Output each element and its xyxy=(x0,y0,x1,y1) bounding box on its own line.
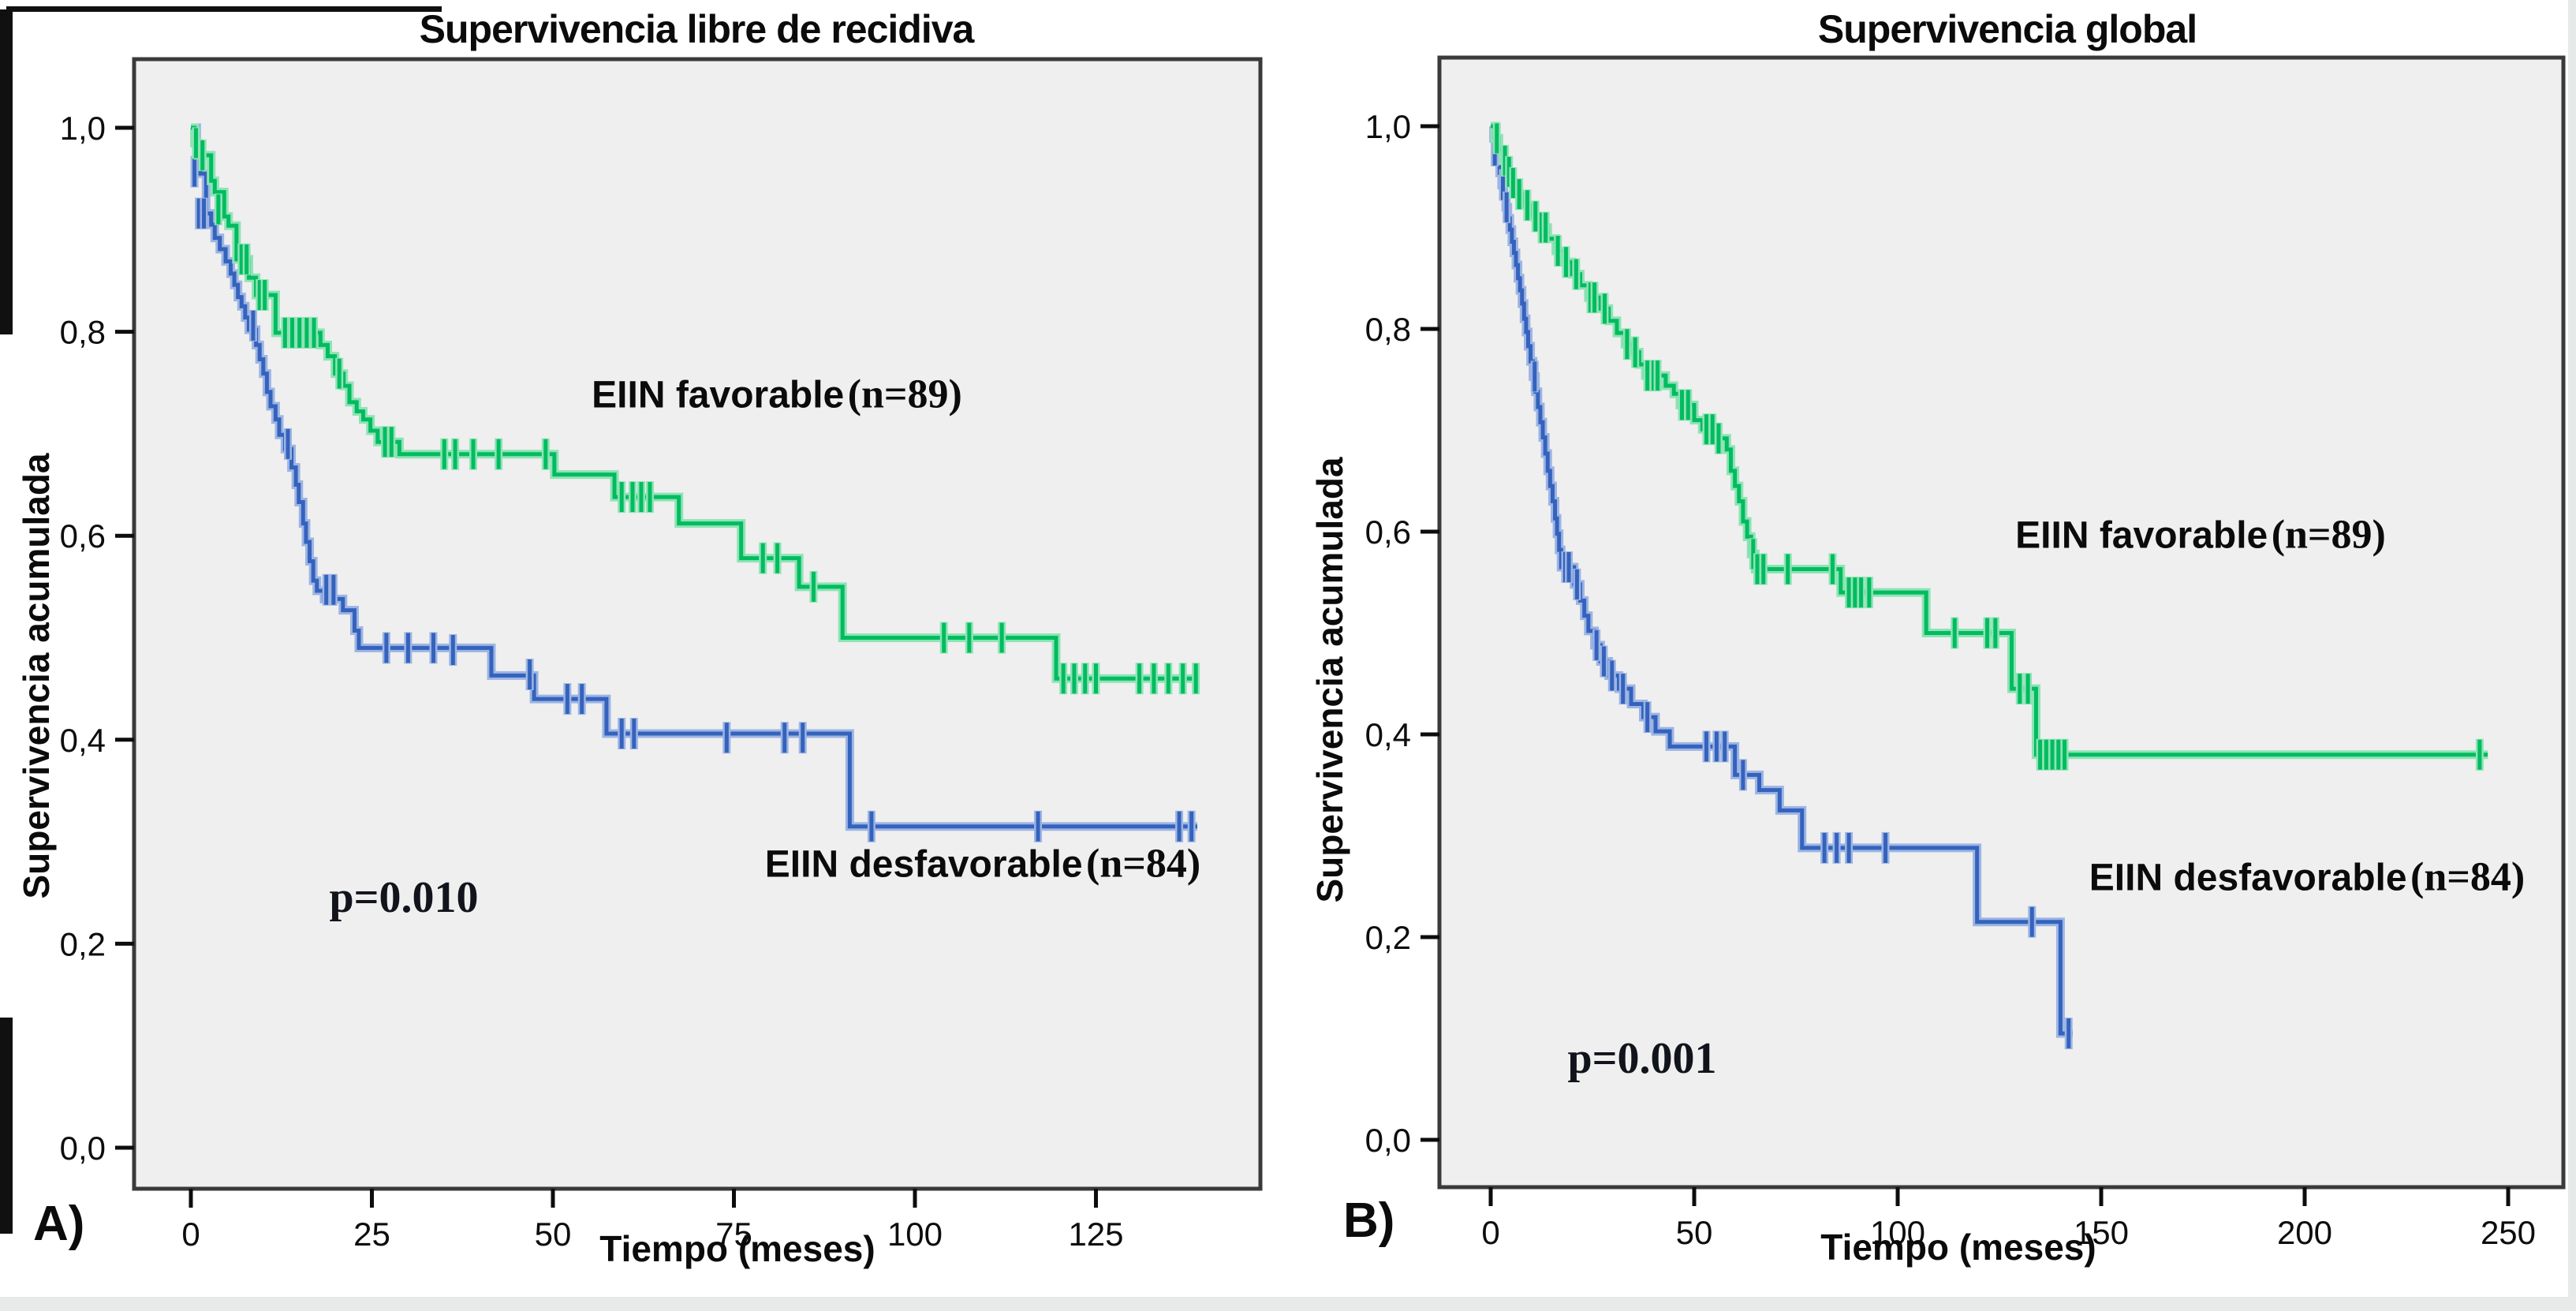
panel-a-title: Supervivencia libre de recidiva xyxy=(419,7,975,51)
panel-a-label-desfavorable-name: EIIN desfavorable xyxy=(764,843,1083,886)
panel-a-label-favorable-n: (n=89) xyxy=(847,372,962,417)
panel-b-label-favorable-name: EIIN favorable xyxy=(2015,514,2268,557)
panel-b-label-desfavorable-n: (n=84) xyxy=(2410,854,2526,900)
panel-a-label-desfavorable: EIIN desfavorable (n=84) xyxy=(765,841,1200,887)
svg-text:250: 250 xyxy=(2481,1214,2536,1251)
svg-text:0,6: 0,6 xyxy=(1365,514,1411,551)
svg-text:200: 200 xyxy=(2277,1214,2332,1251)
frame-left-strip-upper xyxy=(0,9,13,334)
panel-b-title: Supervivencia global xyxy=(1817,7,2197,51)
panel-a-label-favorable: EIIN favorable (n=89) xyxy=(592,372,962,418)
panel-b-p-value: p=0.001 xyxy=(1567,1034,1717,1083)
svg-text:50: 50 xyxy=(535,1216,572,1253)
svg-text:0,6: 0,6 xyxy=(60,517,106,555)
panel-b-y-axis-label: Supervivencia acumulada xyxy=(1309,457,1350,903)
svg-text:1,0: 1,0 xyxy=(1365,108,1411,145)
svg-text:0,8: 0,8 xyxy=(1365,311,1411,348)
svg-text:125: 125 xyxy=(1068,1216,1123,1253)
svg-text:100: 100 xyxy=(887,1216,943,1253)
svg-text:0,4: 0,4 xyxy=(60,722,106,759)
panel-a-x-axis-label: Tiempo (meses) xyxy=(599,1228,875,1269)
svg-text:0: 0 xyxy=(1481,1214,1499,1251)
svg-text:100: 100 xyxy=(1870,1214,1925,1251)
edge-right-strip xyxy=(2568,0,2576,1311)
frame-left-strip-lower xyxy=(0,1018,13,1234)
svg-text:1,0: 1,0 xyxy=(60,110,106,147)
svg-text:0,8: 0,8 xyxy=(60,314,106,351)
svg-text:0,2: 0,2 xyxy=(1365,919,1411,956)
panel-b-label-favorable-n: (n=89) xyxy=(2271,512,2386,558)
panel-b-x-axis-label: Tiempo (meses) xyxy=(1820,1227,2096,1268)
svg-text:0,0: 0,0 xyxy=(1365,1122,1411,1159)
panel-b-label-desfavorable-name: EIIN desfavorable xyxy=(2089,857,2407,899)
edge-bottom-strip xyxy=(0,1297,2576,1311)
svg-text:25: 25 xyxy=(353,1216,390,1253)
svg-text:0,2: 0,2 xyxy=(60,925,106,962)
svg-text:75: 75 xyxy=(715,1216,752,1253)
panel-a-label-favorable-name: EIIN favorable xyxy=(592,374,845,416)
frame-top-strip xyxy=(6,6,442,12)
panel-b-label-favorable: EIIN favorable (n=89) xyxy=(2015,512,2386,558)
svg-text:50: 50 xyxy=(1676,1214,1713,1251)
panel-a-label-desfavorable-n: (n=84) xyxy=(1086,841,1201,887)
panel-a-p-value: p=0.010 xyxy=(329,873,479,922)
panel-a-letter: A) xyxy=(33,1197,85,1251)
svg-text:0: 0 xyxy=(181,1216,200,1253)
panel-b-letter: B) xyxy=(1343,1193,1395,1248)
svg-text:0,4: 0,4 xyxy=(1365,716,1411,753)
svg-text:0,0: 0,0 xyxy=(60,1130,106,1167)
panel-b-label-desfavorable: EIIN desfavorable (n=84) xyxy=(2089,854,2525,901)
svg-text:150: 150 xyxy=(2074,1214,2129,1251)
